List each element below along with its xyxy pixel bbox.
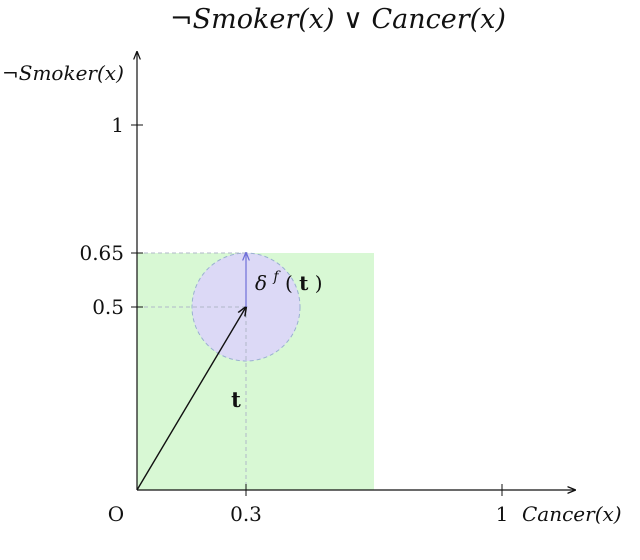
vector-t-label: t <box>231 387 241 412</box>
delta-open-paren: ( <box>285 271 293 295</box>
y-tick-label-1: 1 <box>111 113 124 137</box>
x-tick-label-1: 1 <box>496 502 509 526</box>
delta-symbol: δ <box>255 271 267 295</box>
origin-label: O <box>108 502 124 526</box>
delta-label: δ f ( t ) <box>255 262 323 295</box>
x-tick-label-03: 0.3 <box>230 502 262 526</box>
vector-t-arrow <box>136 307 246 491</box>
y-tick-label-05: 0.5 <box>92 295 124 319</box>
y-axis-label: ¬Smoker(x) <box>2 61 124 85</box>
delta-argument: t <box>299 271 309 295</box>
delta-close-paren: ) <box>315 271 323 295</box>
diagram-title: ¬Smoker(x) ∨ Cancer(x) <box>170 4 506 35</box>
delta-superscript: f <box>272 269 281 285</box>
y-tick-label-065: 0.65 <box>79 241 124 265</box>
x-axis-label: Cancer(x) <box>522 502 622 526</box>
